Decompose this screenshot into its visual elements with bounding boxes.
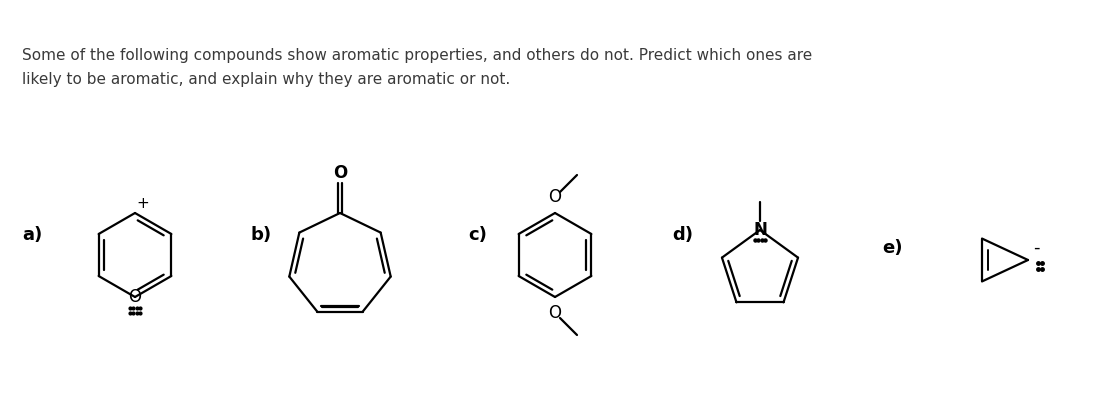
Text: O: O <box>549 304 561 322</box>
Text: -: - <box>1033 239 1040 257</box>
Text: e): e) <box>882 239 902 257</box>
Text: likely to be aromatic, and explain why they are aromatic or not.: likely to be aromatic, and explain why t… <box>22 72 510 87</box>
Text: c): c) <box>468 226 486 244</box>
Text: N: N <box>754 221 767 239</box>
Text: O: O <box>549 188 561 206</box>
Text: +: + <box>136 196 150 210</box>
Text: b): b) <box>250 226 272 244</box>
Text: a): a) <box>22 226 42 244</box>
Text: O: O <box>333 164 347 182</box>
Text: Some of the following compounds show aromatic properties, and others do not. Pre: Some of the following compounds show aro… <box>22 48 813 63</box>
Text: O: O <box>129 288 142 306</box>
Text: d): d) <box>672 226 693 244</box>
